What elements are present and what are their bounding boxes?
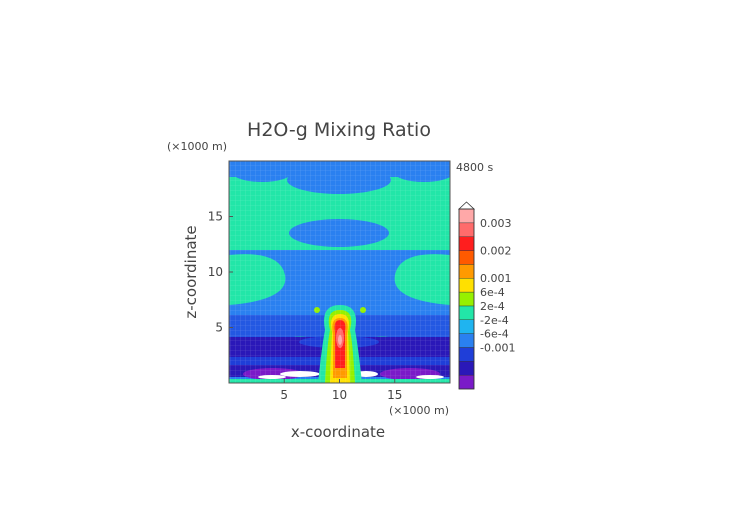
chart-title: H2O-g Mixing Ratio	[247, 119, 431, 141]
colorbar-swatch-2	[458, 347, 475, 362]
colorbar-swatch-4	[458, 319, 475, 334]
colorbar-swatch-8	[458, 264, 475, 279]
colorbar-swatch-6	[458, 291, 475, 307]
x-axis: 5 10 15	[280, 379, 402, 402]
colorbar-extend-arrow	[457, 201, 476, 210]
colorbar-label-5: -2e-4	[480, 314, 509, 327]
colorbar-label-2: 0.001	[480, 272, 512, 285]
colorbar-swatch-1	[458, 361, 475, 376]
colorbar-swatch-0	[458, 374, 475, 390]
colorbar-swatch-12	[458, 208, 475, 224]
colorbar-swatch-10	[458, 236, 475, 251]
colorbar-swatch-11	[458, 222, 475, 237]
colorbar-swatch-5	[458, 305, 475, 320]
x-tick-label-0: 5	[280, 388, 288, 402]
y-axis: 5 10 15	[208, 210, 233, 335]
colorbar-swatch-3	[458, 333, 475, 348]
colorbar-label-3: 6e-4	[480, 286, 505, 299]
colorbar-label-6: -6e-4	[480, 328, 509, 341]
y-tick-label-1: 10	[208, 265, 223, 279]
time-label: 4800 s	[456, 161, 493, 174]
colorbar-label-1: 0.002	[480, 245, 512, 258]
colorbar-frame	[458, 208, 475, 390]
colorbar-label-4: 2e-4	[480, 300, 505, 313]
y-tick-label-0: 5	[215, 321, 223, 335]
x-tick-label-1: 10	[332, 388, 347, 402]
colorbar-label-7: -0.001	[480, 341, 515, 354]
colorbar-label-0: 0.003	[480, 217, 512, 230]
colorbar-swatch-7	[458, 278, 475, 293]
x-axis-label: x-coordinate	[291, 423, 385, 441]
colorbar-swatch-9	[458, 250, 475, 265]
x-axis-unit: (×1000 m)	[389, 404, 449, 417]
y-axis-label: z-coordinate	[182, 225, 200, 318]
y-tick-label-2: 15	[208, 210, 223, 224]
contour-field	[229, 161, 450, 383]
y-axis-unit: (×1000 m)	[167, 140, 227, 153]
x-tick-label-2: 15	[387, 388, 402, 402]
